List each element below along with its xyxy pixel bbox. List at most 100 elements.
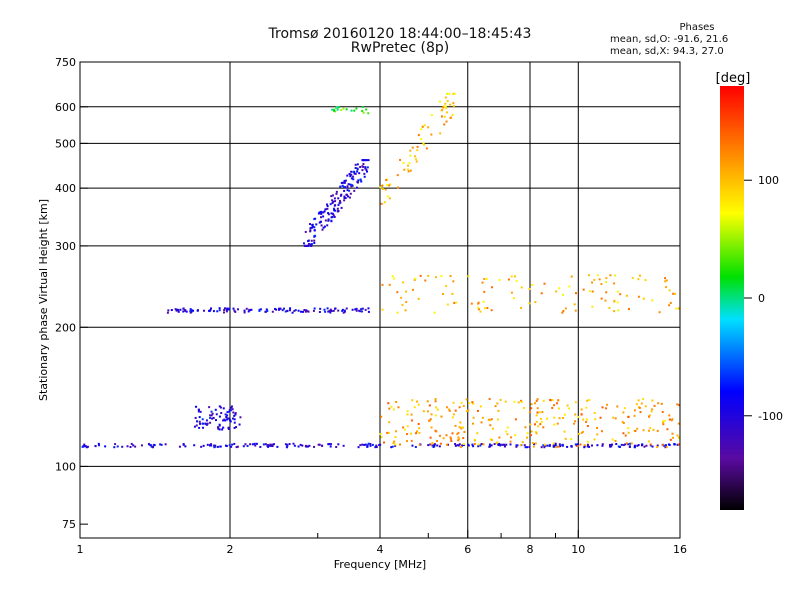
data-point (613, 282, 616, 285)
data-point (276, 445, 279, 448)
data-point (413, 278, 416, 281)
data-point (121, 445, 124, 448)
data-point (627, 308, 630, 311)
data-point (521, 441, 524, 444)
data-point (458, 426, 461, 429)
data-point (388, 407, 391, 410)
data-point (451, 113, 454, 116)
data-point (354, 163, 357, 166)
data-point (395, 430, 398, 433)
data-point (160, 443, 163, 446)
data-point (278, 307, 281, 310)
data-point (360, 180, 363, 183)
data-point (343, 196, 346, 199)
data-point (574, 292, 577, 295)
data-point (323, 225, 326, 228)
data-point (461, 444, 464, 447)
data-point (470, 302, 473, 305)
data-point (352, 178, 355, 181)
data-point (629, 442, 632, 445)
data-point (327, 218, 330, 221)
data-point (322, 226, 325, 229)
data-point (167, 309, 170, 312)
data-point (337, 197, 340, 200)
data-point (309, 244, 312, 247)
data-point (444, 107, 447, 110)
data-point (526, 446, 529, 449)
data-point (324, 219, 327, 222)
data-point (434, 414, 437, 417)
data-point (586, 443, 589, 446)
data-point (640, 444, 643, 447)
data-point (658, 311, 661, 314)
data-point (535, 399, 538, 402)
data-point (675, 307, 678, 310)
data-point (228, 427, 231, 430)
x-tick-label: 2 (227, 543, 234, 556)
data-point (423, 124, 426, 127)
data-point (284, 443, 287, 446)
data-point (473, 438, 476, 441)
data-point (471, 443, 474, 446)
data-point (617, 309, 620, 312)
data-point (523, 444, 526, 447)
data-point (406, 433, 409, 436)
data-point (237, 308, 240, 311)
data-point (576, 444, 579, 447)
data-point (454, 424, 457, 427)
data-point (320, 216, 323, 219)
data-point (564, 437, 567, 440)
data-point (202, 422, 205, 425)
data-point (552, 445, 555, 448)
data-point (609, 274, 612, 277)
data-point (622, 444, 625, 447)
data-point (182, 307, 185, 310)
data-point (552, 442, 555, 445)
data-point (636, 427, 639, 430)
data-point (557, 399, 560, 402)
data-point (588, 290, 591, 293)
data-point (389, 183, 392, 186)
data-point (489, 424, 492, 427)
data-point (600, 297, 603, 300)
data-point (531, 441, 534, 444)
data-point (477, 301, 480, 304)
data-point (324, 208, 327, 211)
data-point (342, 107, 345, 110)
data-point (301, 310, 304, 313)
data-point (443, 105, 446, 108)
data-point (406, 413, 409, 416)
data-point (308, 444, 311, 447)
data-point (605, 277, 608, 280)
data-point (350, 184, 353, 187)
data-point (661, 410, 664, 413)
data-point (596, 444, 599, 447)
data-point (226, 414, 229, 417)
data-point (310, 226, 313, 229)
data-point (438, 434, 441, 437)
data-point (451, 292, 454, 295)
data-point (219, 406, 222, 409)
data-point (367, 310, 370, 313)
data-point (281, 309, 284, 312)
data-point (380, 184, 383, 187)
y-tick-label: 400 (55, 182, 76, 195)
data-point (338, 202, 341, 205)
data-point (551, 399, 554, 402)
data-point (593, 411, 596, 414)
data-point (367, 112, 370, 115)
data-point (667, 443, 670, 446)
data-point (670, 419, 673, 422)
data-point (336, 210, 339, 213)
data-point (440, 109, 443, 112)
data-point (227, 417, 230, 420)
data-point (218, 309, 221, 312)
data-point (366, 166, 369, 169)
data-point (526, 436, 529, 439)
colorbar-gradient (720, 86, 744, 510)
data-point (668, 418, 671, 421)
data-point (514, 434, 517, 437)
data-point (639, 411, 642, 414)
data-point (465, 410, 468, 413)
data-point (350, 177, 353, 180)
